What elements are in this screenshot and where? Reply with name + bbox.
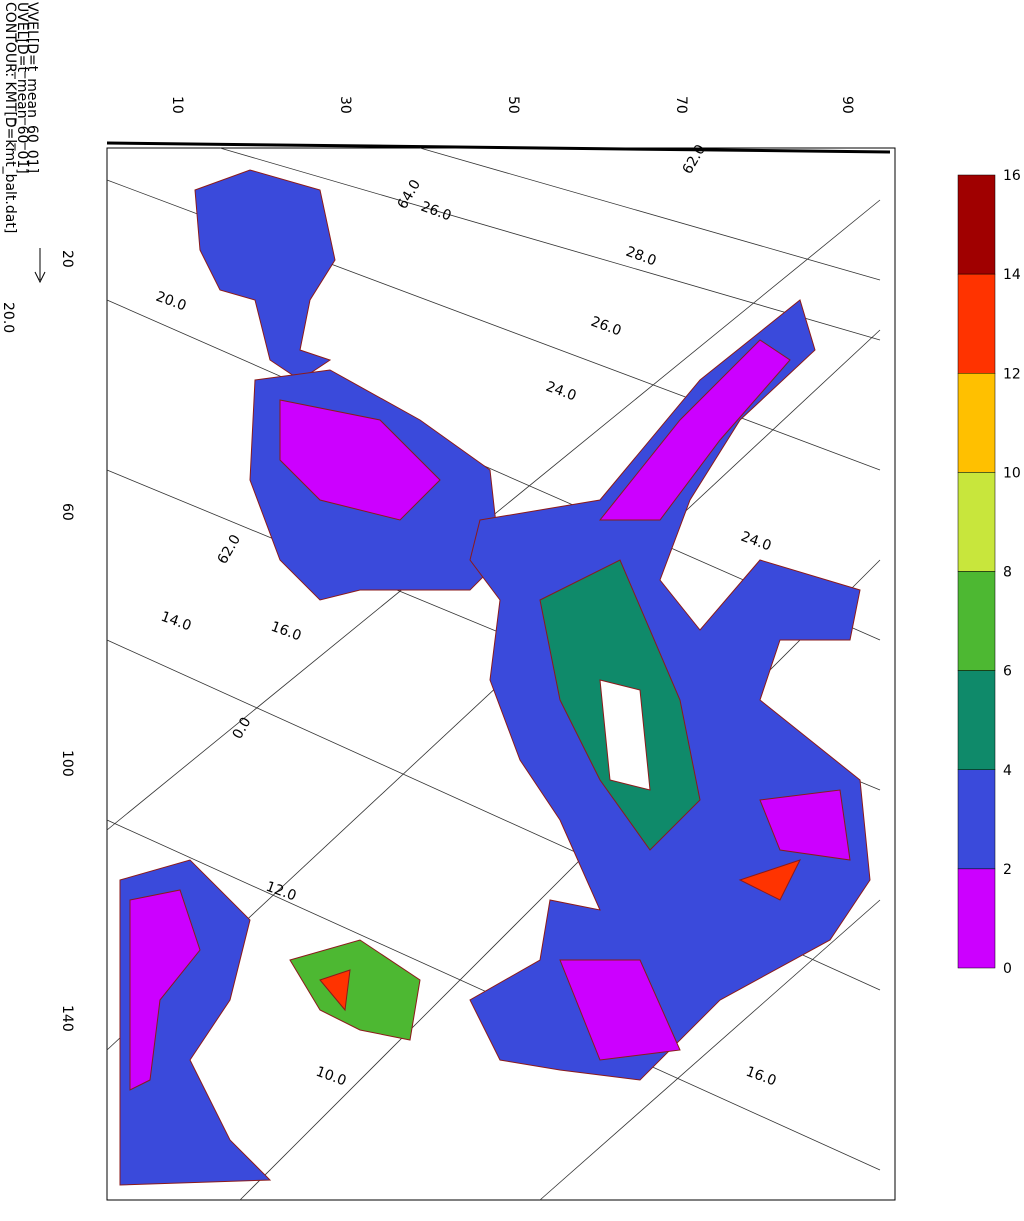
colorbar-band <box>957 571 996 671</box>
colorbar-label: 6 <box>1003 664 1012 680</box>
colorbar-label: 16 <box>1003 168 1021 184</box>
colorbar-label: 10 <box>1003 465 1021 481</box>
top-axis-label: 70 <box>673 96 689 114</box>
scale-arrow-head <box>34 271 46 284</box>
colorbar-band <box>957 769 996 870</box>
top-axis-label: 50 <box>505 96 521 114</box>
top-axis-label: 30 <box>337 96 353 114</box>
colorbar-label: 0 <box>1003 961 1012 977</box>
colorbar-label: 14 <box>1003 267 1021 283</box>
colorbar-band <box>957 174 996 275</box>
colorbar-label: 8 <box>1003 565 1012 581</box>
left-axis-label: 100 <box>59 750 75 777</box>
header-line: CONTOUR: KMT[D=kmt_balt.dat] <box>2 2 18 233</box>
colorbar-band <box>957 472 996 572</box>
header-line: VVEL[D=t_mean_60_01] <box>24 2 40 173</box>
sea-field <box>119 169 871 1186</box>
vector-scale: 20.0 <box>0 302 16 333</box>
top-axis-label: 90 <box>839 96 855 114</box>
colorbar-band <box>957 868 996 969</box>
top-axis-label: 10 <box>169 96 185 114</box>
left-axis-label: 140 <box>59 1005 75 1032</box>
colorbar-band <box>957 373 996 473</box>
left-axis-label: 20 <box>59 250 75 268</box>
colorbar-label: 12 <box>1003 366 1021 382</box>
left-axis-label: 60 <box>59 503 75 521</box>
colorbar-label: 2 <box>1003 862 1012 878</box>
colorbar-band <box>957 670 996 770</box>
colorbar-band <box>957 273 996 374</box>
frame-edge <box>106 141 891 154</box>
header-line: UVEL[D=t_mean_60_01] <box>14 2 30 174</box>
colorbar-label: 4 <box>1003 763 1012 779</box>
